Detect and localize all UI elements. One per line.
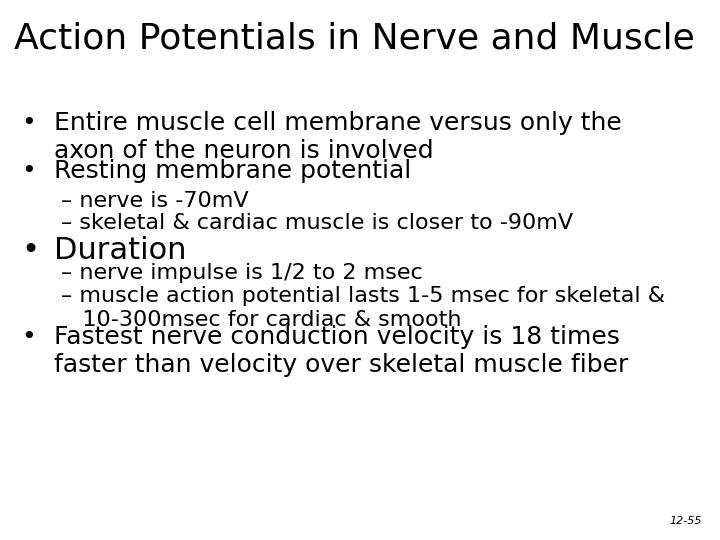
Text: •: • (22, 236, 40, 265)
Text: – nerve impulse is 1/2 to 2 msec: – nerve impulse is 1/2 to 2 msec (61, 263, 423, 283)
Text: •: • (22, 325, 36, 348)
Text: – muscle action potential lasts 1-5 msec for skeletal &
   10-300msec for cardia: – muscle action potential lasts 1-5 msec… (61, 286, 665, 329)
Text: Duration: Duration (54, 236, 186, 265)
Text: Fastest nerve conduction velocity is 18 times
faster than velocity over skeletal: Fastest nerve conduction velocity is 18 … (54, 325, 629, 377)
Text: Resting membrane potential: Resting membrane potential (54, 159, 411, 183)
Text: •: • (22, 111, 36, 134)
Text: Entire muscle cell membrane versus only the
axon of the neuron is involved: Entire muscle cell membrane versus only … (54, 111, 622, 164)
Text: Action Potentials in Nerve and Muscle: Action Potentials in Nerve and Muscle (14, 22, 695, 56)
Text: – skeletal & cardiac muscle is closer to -90mV: – skeletal & cardiac muscle is closer to… (61, 213, 573, 233)
Text: •: • (22, 159, 36, 183)
Text: – nerve is -70mV: – nerve is -70mV (61, 191, 249, 211)
Text: 12-55: 12-55 (670, 516, 702, 526)
